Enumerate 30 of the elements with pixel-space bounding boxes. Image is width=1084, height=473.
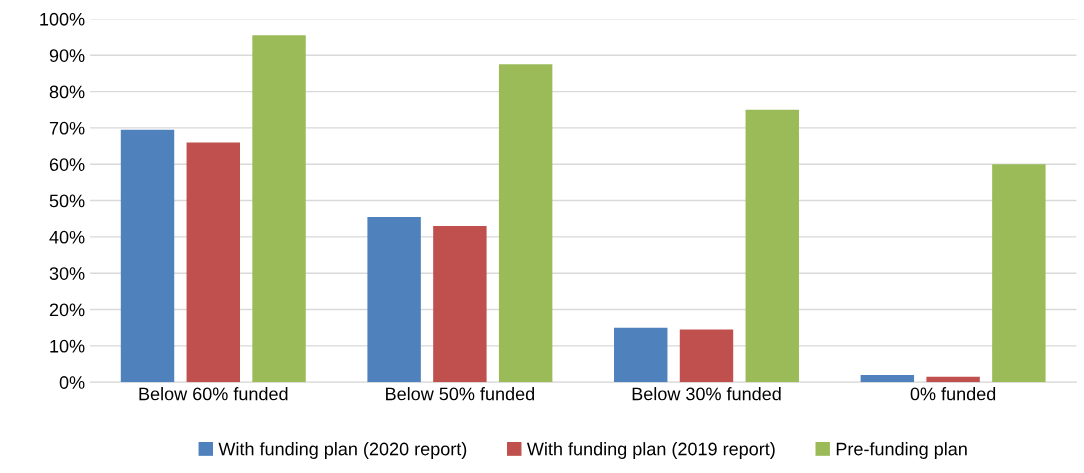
y-tick-label: 100% <box>40 12 85 26</box>
bar <box>498 64 553 383</box>
legend-label: With funding plan (2020 report) <box>218 442 467 459</box>
y-tick-label: 60% <box>49 158 85 171</box>
y-tick-label: 0% <box>59 376 85 389</box>
legend-label: Pre-funding plan <box>836 442 967 459</box>
y-tick-label: 20% <box>49 303 85 317</box>
y-tick-label: 30% <box>49 267 85 280</box>
bar <box>860 374 915 383</box>
bar <box>252 35 306 383</box>
y-tick-label: 40% <box>49 230 85 244</box>
bar <box>926 376 980 383</box>
x-tick-label: Below 50% funded <box>386 387 535 401</box>
bar <box>433 225 487 383</box>
bar <box>120 129 175 383</box>
bar <box>992 164 1046 383</box>
bar <box>367 216 421 383</box>
y-tick-label: 70% <box>49 121 85 135</box>
legend-label: With funding plan (2019 report) <box>526 442 775 459</box>
y-tick-label: 90% <box>49 49 85 62</box>
bar <box>679 329 734 383</box>
x-tick-label: Below 60% funded <box>139 387 288 401</box>
y-tick-label: 10% <box>50 339 85 353</box>
y-tick-label: 80% <box>49 85 85 99</box>
bar <box>186 142 240 383</box>
y-tick-label: 50% <box>49 194 85 208</box>
x-tick-label: 0% funded <box>910 387 996 401</box>
x-tick-label: Below 30% funded <box>632 387 781 401</box>
bar <box>614 327 668 383</box>
bar <box>745 109 799 383</box>
